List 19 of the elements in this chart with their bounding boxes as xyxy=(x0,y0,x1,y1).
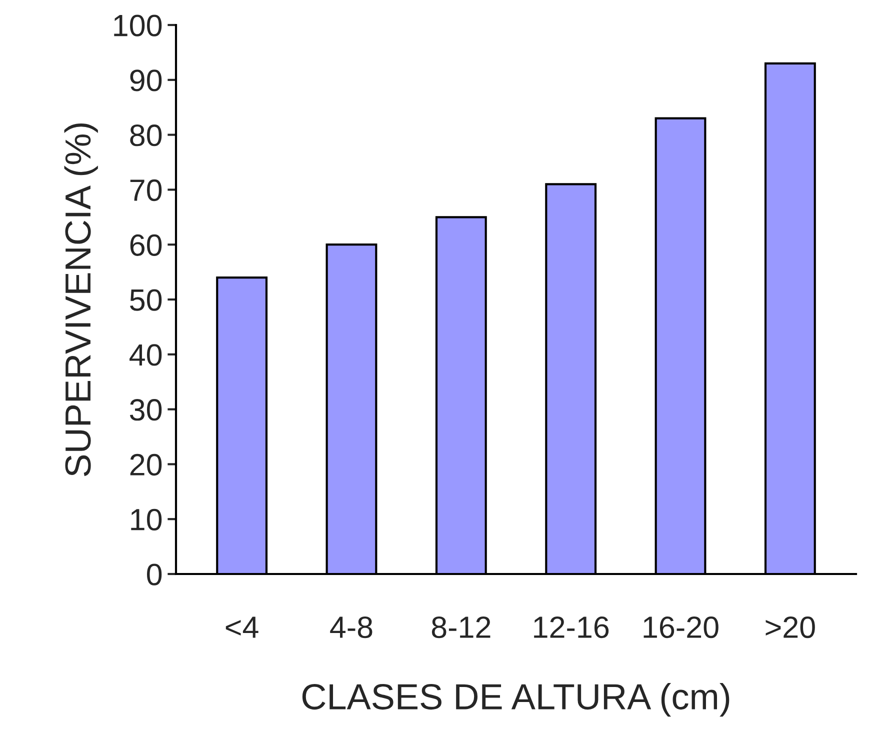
y-tick-label: 50 xyxy=(130,289,162,311)
y-axis-title: SUPERVIVENCIA (%) xyxy=(64,123,98,476)
y-tick-label: 60 xyxy=(130,234,162,256)
x-tick-label: 4-8 xyxy=(330,616,372,638)
x-tick-label: 12-16 xyxy=(534,616,609,638)
x-tick-label: <4 xyxy=(226,616,258,638)
y-tick-label: 80 xyxy=(130,124,162,146)
x-tick-label: 16-20 xyxy=(644,616,718,638)
y-tick-label: 0 xyxy=(147,564,162,586)
y-tick-label: 70 xyxy=(130,179,162,202)
y-tick-label: 90 xyxy=(130,70,162,92)
y-tick-label: 30 xyxy=(130,399,162,421)
y-tick-label: 20 xyxy=(130,454,162,476)
y-tick-label: 40 xyxy=(130,344,162,366)
x-tick-label: >20 xyxy=(766,616,815,638)
y-tick-label: 10 xyxy=(131,508,162,530)
x-tick-label: 8-12 xyxy=(432,616,490,638)
x-axis-title: CLASES DE ALTURA (cm) xyxy=(302,683,730,717)
y-tick-label: 100 xyxy=(114,14,162,36)
